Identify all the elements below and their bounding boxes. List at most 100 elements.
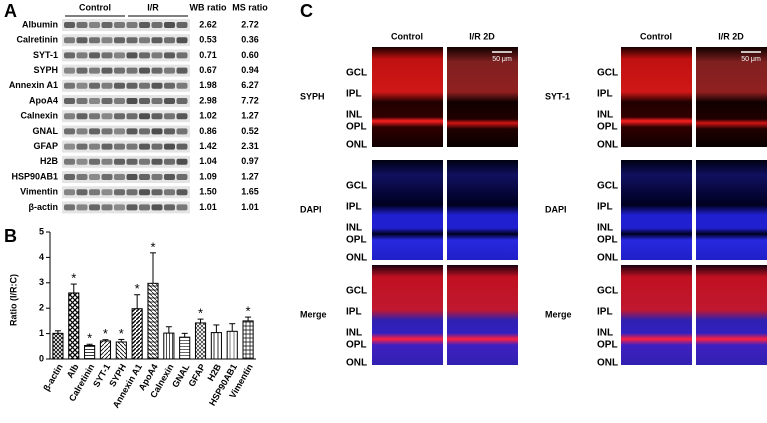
layer-label: INL bbox=[346, 223, 362, 234]
micrograph bbox=[372, 47, 443, 147]
blot-band bbox=[101, 174, 113, 180]
blot-band bbox=[151, 158, 163, 165]
significance: * bbox=[150, 239, 155, 254]
blot-band bbox=[76, 128, 88, 135]
panel-label: A bbox=[4, 1, 17, 21]
blot-band bbox=[164, 204, 175, 211]
blot-band bbox=[114, 174, 125, 180]
blot-band bbox=[139, 158, 150, 165]
blot-band bbox=[176, 82, 188, 89]
scale-label: 50 μm bbox=[741, 56, 761, 63]
bar bbox=[99, 340, 112, 360]
y-tick-label: 4 bbox=[39, 252, 44, 262]
panel-label: C bbox=[300, 1, 313, 21]
blot-band bbox=[76, 204, 88, 211]
significance: * bbox=[246, 304, 251, 319]
significance: * bbox=[198, 306, 203, 321]
micrograph bbox=[696, 160, 767, 260]
blot-band bbox=[89, 128, 100, 135]
blot-band bbox=[101, 37, 113, 44]
blot-band bbox=[126, 158, 138, 165]
micrograph bbox=[621, 160, 692, 260]
column-header: Control bbox=[391, 31, 423, 41]
blot-band bbox=[151, 82, 163, 89]
blot-band bbox=[101, 113, 113, 120]
wb-ratio: 1.04 bbox=[199, 156, 217, 166]
blot-band bbox=[89, 67, 100, 74]
stain-label: SYPH bbox=[300, 91, 325, 101]
blot-band bbox=[139, 22, 150, 28]
blot-band bbox=[101, 143, 113, 150]
bar bbox=[115, 341, 127, 360]
blot-band bbox=[76, 189, 88, 196]
layer-label: GCL bbox=[346, 286, 367, 297]
blot-band bbox=[114, 113, 125, 120]
blot-band bbox=[64, 189, 75, 196]
layer-label: OPL bbox=[346, 122, 367, 133]
layer-label: OPL bbox=[597, 235, 618, 246]
blot-band bbox=[176, 37, 188, 44]
micrograph bbox=[696, 265, 767, 365]
bar bbox=[226, 330, 238, 360]
layer-label: IPL bbox=[346, 307, 362, 318]
blot-band bbox=[139, 189, 150, 196]
wb-ratio: 1.42 bbox=[199, 141, 217, 151]
blot-band bbox=[76, 174, 88, 180]
ms-ratio: 1.27 bbox=[241, 171, 259, 181]
micrograph bbox=[621, 265, 692, 365]
ms-ratio: 0.94 bbox=[241, 65, 259, 75]
ms-ratio: 2.31 bbox=[241, 141, 259, 151]
blot-band bbox=[89, 113, 100, 120]
ms-ratio: 7.72 bbox=[241, 95, 259, 105]
blot-band bbox=[176, 22, 188, 28]
bar bbox=[179, 336, 191, 360]
blot-band bbox=[176, 98, 188, 104]
blot-band bbox=[126, 128, 138, 135]
blot-band bbox=[64, 143, 75, 150]
blot-band bbox=[151, 128, 163, 135]
blot-band bbox=[164, 158, 175, 165]
micrograph bbox=[447, 160, 518, 260]
blot-band bbox=[101, 67, 113, 74]
wb-ratio: 0.86 bbox=[199, 126, 217, 136]
layer-label: GCL bbox=[597, 68, 618, 79]
layer-label: ONL bbox=[346, 358, 367, 369]
blot-band bbox=[176, 143, 188, 150]
blot-band bbox=[126, 82, 138, 89]
stain-label: DAPI bbox=[300, 204, 322, 214]
blot-band bbox=[64, 52, 75, 59]
protein-label: Vimentin bbox=[20, 187, 58, 197]
column-header: MS ratio bbox=[232, 2, 268, 12]
micrograph bbox=[372, 265, 443, 365]
blot-band bbox=[126, 143, 138, 150]
layer-label: IPL bbox=[597, 89, 613, 100]
blot-band bbox=[64, 82, 75, 89]
protein-label: Albumin bbox=[22, 19, 58, 29]
blot-band bbox=[114, 128, 125, 135]
blot-band bbox=[114, 82, 125, 89]
bar bbox=[210, 332, 222, 360]
blot-band bbox=[64, 113, 75, 120]
protein-label: Calretinin bbox=[16, 35, 58, 45]
bar bbox=[194, 322, 207, 360]
blot-band bbox=[89, 158, 100, 165]
blot-band bbox=[64, 174, 75, 180]
blot-band bbox=[89, 37, 100, 44]
y-tick-label: 3 bbox=[39, 277, 44, 287]
blot-band bbox=[114, 52, 125, 59]
blot-band bbox=[164, 67, 175, 74]
blot-band bbox=[64, 204, 75, 211]
y-axis-label: Ratio (I/R:C) bbox=[8, 274, 18, 326]
layer-label: OPL bbox=[597, 122, 618, 133]
blot-band bbox=[101, 189, 113, 196]
bar bbox=[68, 292, 80, 360]
ms-ratio: 0.52 bbox=[241, 126, 259, 136]
blot-band bbox=[126, 52, 138, 59]
bar bbox=[52, 332, 64, 360]
protein-label: HSP90AB1 bbox=[11, 171, 58, 181]
micrograph bbox=[372, 160, 443, 260]
blot-band bbox=[114, 143, 125, 150]
blot-band bbox=[164, 128, 175, 135]
blot-band bbox=[64, 67, 75, 74]
